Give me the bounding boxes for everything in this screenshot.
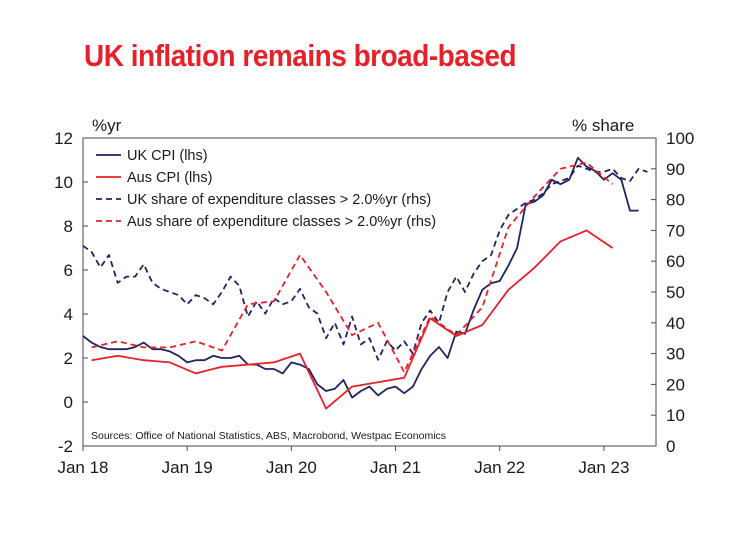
series-line-3 <box>82 164 648 361</box>
x-tick-label: Jan 21 <box>370 458 421 477</box>
legend-label: UK CPI (lhs) <box>127 148 208 164</box>
series-line-4 <box>91 161 614 373</box>
y-right-tick-label: 40 <box>666 314 685 333</box>
legend-label: Aus CPI (lhs) <box>127 170 212 186</box>
y-right-tick-label: 20 <box>666 375 685 394</box>
y-right-tick-label: 60 <box>666 252 685 271</box>
series-line-2 <box>91 229 614 410</box>
y-left-tick-label: 12 <box>54 129 73 148</box>
legend-label: UK share of expenditure classes > 2.0%yr… <box>127 192 431 208</box>
x-tick-label: Jan 18 <box>57 458 108 477</box>
y-left-tick-label: 6 <box>64 261 73 280</box>
y-left-tick-label: 8 <box>64 217 73 236</box>
y-right-tick-label: 10 <box>666 406 685 425</box>
legend: UK CPI (lhs) Aus CPI (lhs) UK share of exp… <box>96 148 436 230</box>
x-tick-label: Jan 19 <box>162 458 213 477</box>
x-tick-label: Jan 22 <box>474 458 525 477</box>
y-right-axis-label: % share <box>572 116 634 135</box>
x-tick-label: Jan 23 <box>578 458 629 477</box>
y-left-axis-label: %yr <box>92 116 122 135</box>
y-right-tick-label: 100 <box>666 129 694 148</box>
y-right-tick-label: 80 <box>666 191 685 210</box>
y-right-tick-label: 30 <box>666 345 685 364</box>
y-right-tick-label: 90 <box>666 160 685 179</box>
y-right-tick-label: 50 <box>666 283 685 302</box>
y-left-tick-label: 0 <box>64 393 73 412</box>
axes: -2 0 2 4 6 8 10 12 0 10 20 30 40 50 60 70 80 90 100 Jan 18 J… <box>54 129 694 477</box>
y-left-tick-label: 4 <box>64 305 73 324</box>
chart-title: UK inflation remains broad-based <box>84 38 517 73</box>
y-left-tick-label: -2 <box>58 437 73 456</box>
y-right-tick-label: 70 <box>666 221 685 240</box>
x-tick-label: Jan 20 <box>266 458 317 477</box>
y-left-tick-label: 2 <box>64 349 73 368</box>
y-left-tick-label: 10 <box>54 173 73 192</box>
series <box>82 156 648 410</box>
source-note: Sources: Office of National Statistics, … <box>91 430 446 442</box>
legend-label: Aus share of expenditure classes > 2.0%y… <box>127 214 436 230</box>
y-right-tick-label: 0 <box>666 437 675 456</box>
